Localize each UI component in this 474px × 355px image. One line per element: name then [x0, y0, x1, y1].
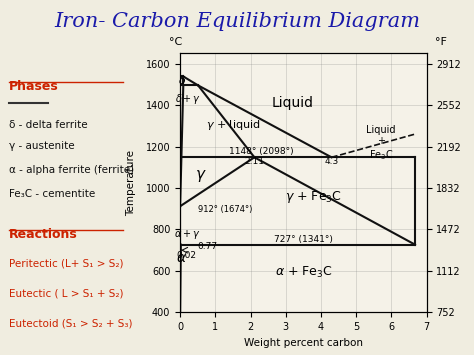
Text: Eutectic ( L > S₁ + S₂): Eutectic ( L > S₁ + S₂) — [9, 289, 123, 299]
Text: $\gamma$ + Fe$_3$C: $\gamma$ + Fe$_3$C — [285, 190, 342, 206]
Text: 0.77: 0.77 — [197, 242, 217, 251]
Text: Liquid
+
Fe$_3$C: Liquid + Fe$_3$C — [366, 125, 396, 162]
Text: δ - delta ferrite: δ - delta ferrite — [9, 120, 87, 130]
Text: $\alpha$ + Fe$_3$C: $\alpha$ + Fe$_3$C — [274, 265, 332, 280]
Text: 0.02: 0.02 — [176, 251, 196, 261]
Text: $\gamma$ + liquid: $\gamma$ + liquid — [206, 118, 260, 132]
Text: Iron- Carbon Equilibrium Diagram: Iron- Carbon Equilibrium Diagram — [54, 12, 420, 31]
Text: Fe₃C - cementite: Fe₃C - cementite — [9, 189, 95, 199]
X-axis label: Weight percent carbon: Weight percent carbon — [244, 338, 363, 348]
Text: Reactions: Reactions — [9, 228, 77, 241]
Text: $\delta$: $\delta$ — [178, 74, 186, 86]
Text: 1148° (2098°): 1148° (2098°) — [229, 147, 293, 157]
Text: °F: °F — [436, 38, 447, 48]
Text: γ - austenite: γ - austenite — [9, 141, 74, 151]
Text: 2.11: 2.11 — [245, 157, 264, 165]
Text: Liquid: Liquid — [272, 96, 314, 110]
Text: $\alpha$: $\alpha$ — [176, 251, 187, 264]
Text: °C: °C — [169, 38, 182, 48]
Text: Phases: Phases — [9, 80, 58, 93]
Text: 727° (1341°): 727° (1341°) — [274, 235, 333, 244]
Text: $\gamma$: $\gamma$ — [195, 168, 207, 184]
Text: α - alpha ferrite (ferrite): α - alpha ferrite (ferrite) — [9, 165, 134, 175]
Text: Peritectic (L+ S₁ > S₂): Peritectic (L+ S₁ > S₂) — [9, 258, 123, 268]
Text: 4.3: 4.3 — [324, 157, 338, 165]
Text: 912° (1674°): 912° (1674°) — [198, 205, 252, 214]
Text: Eutectoid (S₁ > S₂ + S₃): Eutectoid (S₁ > S₂ + S₃) — [9, 319, 132, 329]
Text: $\alpha+\gamma$: $\alpha+\gamma$ — [174, 228, 201, 241]
Text: $\delta+\gamma$: $\delta+\gamma$ — [175, 92, 201, 106]
Y-axis label: Temperature: Temperature — [126, 150, 136, 216]
